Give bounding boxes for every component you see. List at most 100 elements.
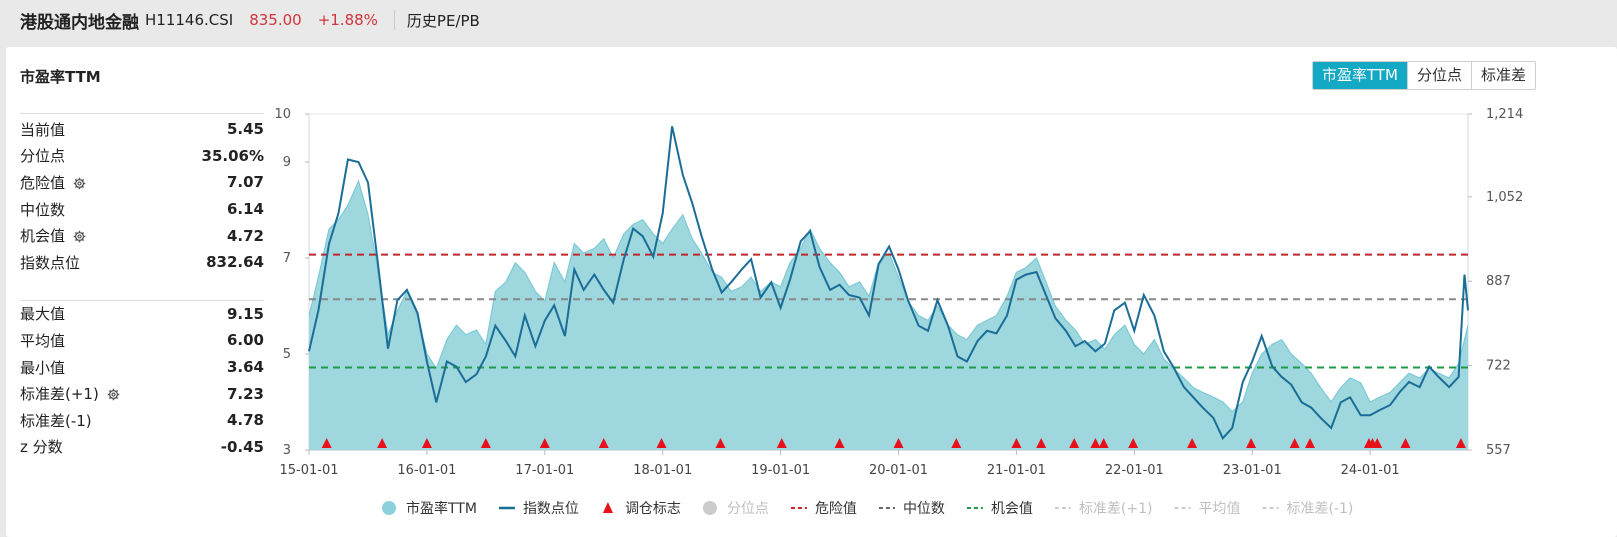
stat-value: 832.64	[206, 253, 264, 272]
legend-label: 平均值	[1199, 501, 1241, 517]
rebalance-marker	[893, 438, 904, 448]
x-tick-label: 18-01-01	[633, 463, 692, 478]
legend-symbol	[382, 501, 396, 515]
percentile-button[interactable]: 分位点	[1407, 62, 1472, 89]
stat-row: 平均值 6.00	[20, 327, 264, 354]
rebalance-marker	[1128, 438, 1139, 448]
rebalance-marker	[656, 438, 667, 448]
std-dev-button[interactable]: 标准差	[1471, 62, 1536, 89]
stat-value: 9.15	[226, 304, 264, 323]
rebalance-marker	[776, 438, 787, 448]
x-tick-label: 21-01-01	[987, 463, 1046, 478]
legend-item[interactable]: 机会值	[966, 501, 1033, 517]
stat-label: 当前值	[20, 120, 66, 139]
gear-icon[interactable]	[73, 176, 86, 190]
rebalance-marker	[1187, 438, 1198, 448]
legend-item[interactable]: 中位数	[878, 501, 945, 517]
rebalance-marker	[951, 438, 962, 448]
stat-label: z 分数	[20, 438, 63, 457]
legend-item[interactable]: 危险值	[790, 501, 857, 517]
stat-label: 机会值	[20, 227, 66, 246]
stat-label: 最小值	[20, 358, 66, 377]
rebalance-marker	[834, 438, 845, 448]
legend-label: 调仓标志	[625, 501, 681, 517]
y-left-tick-label: 9	[283, 155, 291, 170]
stats-bottom-list: 最大值 9.15 平均值 6.00 最小值 3.64 标准差(+1) 7.23 标准差(-1) 4…	[20, 301, 264, 461]
stat-value: 35.06%	[201, 146, 264, 165]
legend-label: 市盈率TTM	[406, 500, 477, 517]
legend-item[interactable]: 市盈率TTM	[382, 500, 477, 517]
stat-label: 中位数	[20, 200, 66, 219]
stat-label: 最大值	[20, 305, 66, 324]
rebalance-marker	[598, 438, 609, 448]
stat-label: 标准差(+1)	[20, 385, 99, 404]
stat-row: 当前值 5.45	[20, 116, 264, 143]
valuation-card: 市盈率TTM 市盈率TTM 分位点 标准差 当前值 5.45 分位点 35.06% 危险…	[6, 47, 1617, 537]
x-tick-label: 20-01-01	[869, 463, 928, 478]
legend-label: 标准差(-1)	[1287, 501, 1354, 517]
stats-panel: 当前值 5.45 分位点 35.06% 危险值 7.07 中位数 6.14 机会值 4.72 指数点…	[20, 113, 264, 460]
stat-row: z 分数 -0.45	[20, 434, 264, 461]
stat-value: 6.14	[226, 200, 264, 219]
pe-ttm-button[interactable]: 市盈率TTM	[1313, 62, 1408, 89]
legend-label: 标准差(+1)	[1079, 501, 1153, 517]
stat-value: 7.23	[226, 384, 264, 403]
x-tick-label: 24-01-01	[1341, 463, 1400, 478]
legend-item[interactable]: 调仓标志	[602, 501, 681, 517]
stat-row: 机会值 4.72	[20, 222, 264, 249]
stat-value: 3.64	[226, 358, 264, 377]
legend-label: 危险值	[815, 501, 857, 517]
legend-item[interactable]: 标准差(+1)	[1054, 501, 1153, 517]
legend-label: 机会值	[991, 501, 1033, 517]
rebalance-marker	[1372, 438, 1383, 448]
header-divider	[393, 10, 395, 30]
stat-row: 最大值 9.15	[20, 301, 264, 328]
y-right-tick-label: 722	[1486, 359, 1511, 374]
metric-button-group: 市盈率TTM 分位点 标准差	[1312, 61, 1537, 90]
stat-row: 标准差(+1) 7.23	[20, 380, 264, 407]
stat-value: 4.72	[226, 226, 264, 245]
legend-symbol	[702, 501, 717, 515]
index-name: 港股通内地金融	[20, 12, 139, 33]
y-left-tick-label: 10	[274, 107, 291, 122]
y-left-tick-label: 3	[283, 443, 291, 458]
stat-row: 中位数 6.14	[20, 196, 264, 223]
y-right-tick-label: 1,052	[1486, 190, 1523, 205]
rebalance-marker	[321, 438, 332, 448]
pe-area	[309, 181, 1468, 450]
stats-divider	[20, 299, 264, 301]
rebalance-marker	[1090, 438, 1101, 448]
legend-item[interactable]: 标准差(-1)	[1262, 501, 1354, 517]
stat-row: 标准差(-1) 4.78	[20, 407, 264, 434]
x-tick-label: 17-01-01	[515, 463, 574, 478]
rebalance-marker	[1305, 438, 1316, 448]
history-pe-pb-tab[interactable]: 历史PE/PB	[406, 11, 480, 30]
index-change: +1.88%	[317, 11, 378, 29]
stat-row: 危险值 7.07	[20, 169, 264, 196]
y-right-tick-label: 1,214	[1486, 107, 1523, 122]
stat-row: 最小值 3.64	[20, 354, 264, 381]
legend-item[interactable]: 分位点	[702, 501, 769, 517]
legend-label: 分位点	[727, 501, 769, 517]
stat-value: 5.45	[226, 120, 264, 139]
y-left-tick-label: 7	[283, 251, 291, 266]
x-tick-label: 22-01-01	[1105, 463, 1164, 478]
legend-item[interactable]: 平均值	[1174, 501, 1241, 517]
rebalance-marker	[715, 438, 726, 448]
stat-label: 分位点	[20, 147, 66, 166]
gear-icon[interactable]	[73, 229, 86, 243]
rebalance-marker	[1246, 438, 1257, 448]
gear-icon[interactable]	[107, 387, 120, 401]
card-title: 市盈率TTM	[20, 68, 101, 86]
x-tick-label: 16-01-01	[397, 463, 456, 478]
x-tick-label: 23-01-01	[1223, 463, 1282, 478]
index-price: 835.00	[249, 11, 302, 29]
index-line	[308, 126, 1469, 440]
rebalance-marker	[480, 438, 491, 448]
header-bar: 港股通内地金融 H11146.CSI 835.00 +1.88% 历史PE/PB	[0, 0, 1617, 40]
stat-row: 指数点位 832.64	[20, 249, 264, 276]
legend-item[interactable]: 指数点位	[498, 501, 579, 517]
rebalance-marker	[377, 438, 388, 448]
pe-chart: 10 9 7 5 3 1,214 1,052 887 722 557 15-01-01 16-01-0…	[274, 107, 1523, 517]
x-tick-label: 19-01-01	[751, 463, 810, 478]
